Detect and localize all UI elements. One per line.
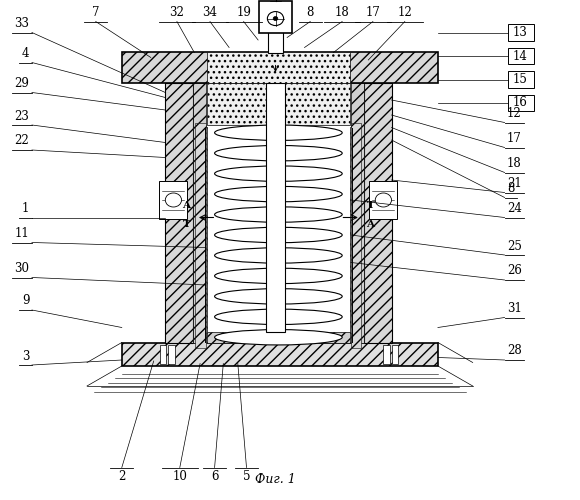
Text: 13: 13 <box>513 26 528 39</box>
Text: 21: 21 <box>507 177 522 190</box>
Circle shape <box>165 193 182 207</box>
Ellipse shape <box>215 309 342 324</box>
Bar <box>207 52 350 82</box>
Text: 18: 18 <box>335 6 350 19</box>
Text: 18: 18 <box>507 157 522 170</box>
Ellipse shape <box>215 146 342 161</box>
Text: 33: 33 <box>14 17 30 30</box>
Ellipse shape <box>215 125 342 140</box>
Text: 1: 1 <box>22 202 29 215</box>
Bar <box>268 25 283 52</box>
Text: 10: 10 <box>172 470 187 483</box>
Ellipse shape <box>215 268 342 283</box>
Text: 16: 16 <box>513 96 528 110</box>
Bar <box>160 181 187 219</box>
Bar <box>508 48 534 64</box>
Circle shape <box>273 16 278 20</box>
Bar <box>508 71 534 88</box>
Text: 30: 30 <box>14 262 30 275</box>
Bar <box>122 342 438 366</box>
Text: 29: 29 <box>14 77 30 90</box>
Text: 17: 17 <box>365 6 380 19</box>
Bar <box>369 181 397 219</box>
Text: 22: 22 <box>14 134 30 147</box>
Bar <box>122 52 438 82</box>
Text: 19: 19 <box>236 6 251 19</box>
Circle shape <box>267 12 284 26</box>
Bar <box>383 344 390 364</box>
Text: 6: 6 <box>211 470 218 483</box>
Text: 26: 26 <box>507 264 522 278</box>
Text: 15: 15 <box>513 73 528 86</box>
Ellipse shape <box>215 228 342 242</box>
Text: 32: 32 <box>169 6 184 19</box>
Bar <box>266 82 285 332</box>
Bar <box>508 24 534 40</box>
Text: 25: 25 <box>507 240 522 252</box>
Ellipse shape <box>215 248 342 263</box>
Text: 5: 5 <box>243 470 250 483</box>
Text: 17: 17 <box>507 132 522 145</box>
Bar <box>392 344 398 364</box>
Bar <box>168 344 175 364</box>
Text: Фиг. 1: Фиг. 1 <box>255 473 296 486</box>
Ellipse shape <box>215 330 342 345</box>
Bar <box>160 195 165 205</box>
Text: 34: 34 <box>202 6 218 19</box>
Bar <box>160 344 166 364</box>
Text: 14: 14 <box>513 50 528 62</box>
Text: 4: 4 <box>22 47 29 60</box>
Text: 9: 9 <box>22 294 29 308</box>
Text: 3: 3 <box>22 350 29 362</box>
Text: 12: 12 <box>507 107 522 120</box>
Bar <box>351 82 364 342</box>
Ellipse shape <box>215 186 342 202</box>
Text: T: T <box>367 201 374 210</box>
Ellipse shape <box>215 207 342 222</box>
Text: 12: 12 <box>397 6 412 19</box>
Bar <box>364 82 392 342</box>
Text: A: A <box>367 220 375 229</box>
Bar <box>392 195 397 205</box>
Text: 24: 24 <box>507 202 522 215</box>
Bar <box>207 82 350 125</box>
Bar <box>193 82 206 342</box>
Text: 11: 11 <box>14 227 30 240</box>
Bar <box>350 128 354 332</box>
Bar <box>203 128 207 332</box>
Ellipse shape <box>215 288 342 304</box>
Text: 8: 8 <box>508 182 514 195</box>
Text: 7: 7 <box>92 6 99 19</box>
Text: T: T <box>183 220 190 229</box>
Text: 23: 23 <box>14 110 30 122</box>
Bar <box>195 122 206 348</box>
Text: 2: 2 <box>118 470 125 483</box>
Text: 31: 31 <box>507 302 522 315</box>
Bar <box>207 332 350 342</box>
Bar <box>259 2 292 32</box>
Text: 28: 28 <box>507 344 522 358</box>
Text: A: A <box>182 201 190 210</box>
Bar <box>351 122 361 348</box>
Circle shape <box>375 193 392 207</box>
Text: 8: 8 <box>307 6 314 19</box>
Ellipse shape <box>215 166 342 182</box>
Bar <box>508 94 534 111</box>
Bar <box>165 82 193 342</box>
